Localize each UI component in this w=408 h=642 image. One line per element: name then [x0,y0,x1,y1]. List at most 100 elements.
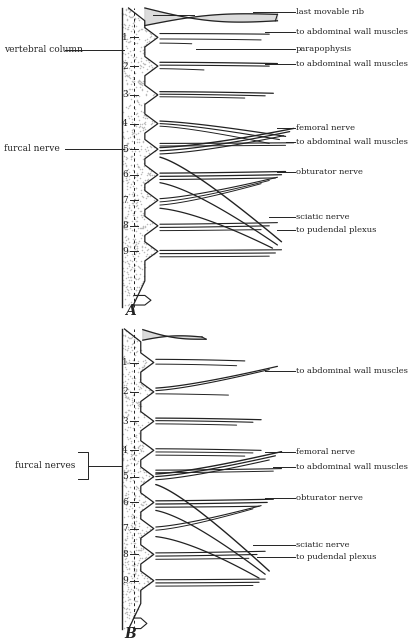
Point [124,209,131,219]
Point [144,449,151,460]
Point [150,90,157,100]
Point [129,208,136,218]
Point [134,175,140,185]
Point [131,494,137,504]
Point [122,173,129,184]
Point [124,374,131,384]
Point [121,603,127,613]
Point [137,63,144,73]
Point [139,582,146,592]
Point [139,525,145,535]
Point [124,56,131,67]
Point [126,6,133,16]
Point [138,532,145,542]
Point [140,112,146,122]
Point [130,442,136,452]
Point [129,518,135,528]
Point [134,273,141,284]
Point [138,206,144,216]
Point [125,525,132,535]
Point [121,189,128,200]
Text: femoral nerve: femoral nerve [296,448,355,456]
Point [126,577,132,587]
Point [124,607,131,618]
Point [133,216,140,226]
Point [120,56,126,66]
Point [132,455,139,465]
Point [139,362,145,372]
Point [151,146,158,156]
Point [131,375,137,385]
Point [120,89,127,100]
Point [143,357,150,367]
Point [126,604,132,614]
Point [123,266,130,277]
Point [138,53,144,63]
Point [151,89,157,100]
Text: to abdominal wall muscles: to abdominal wall muscles [296,138,408,146]
Point [136,507,143,517]
Point [119,600,126,610]
Text: 9: 9 [122,576,128,585]
Point [124,78,131,89]
Point [131,213,138,223]
Point [130,71,136,82]
Point [144,575,151,586]
Point [130,475,136,485]
Point [137,405,144,415]
Point [136,34,142,44]
Point [140,476,146,487]
Point [122,211,129,221]
Point [129,128,136,138]
Point [123,475,129,485]
Point [120,428,126,438]
Point [128,512,135,523]
Point [130,164,137,175]
Point [121,143,128,153]
Point [143,382,150,392]
Point [125,257,131,268]
Point [128,473,134,483]
Point [126,394,132,404]
Point [129,12,135,22]
Point [148,550,154,560]
Point [122,542,128,553]
Point [132,216,139,226]
Point [132,265,138,275]
Point [120,597,126,607]
Point [122,171,129,181]
Point [121,623,128,633]
Point [130,45,137,55]
Point [126,265,133,275]
Point [124,79,131,89]
Point [123,553,129,563]
Point [131,548,138,559]
Point [136,122,142,132]
Point [123,152,130,162]
Point [140,48,146,58]
Point [136,78,142,89]
Point [129,117,135,127]
Point [134,76,141,86]
Point [138,164,145,174]
Point [144,475,151,485]
Point [126,354,133,365]
Polygon shape [145,8,277,26]
Point [131,538,137,548]
Point [133,96,140,106]
Point [126,255,133,265]
Point [137,195,144,205]
Point [131,153,137,164]
Point [141,363,147,374]
Point [125,272,131,282]
Point [151,142,157,152]
Point [133,91,139,101]
Point [122,539,129,549]
Point [127,333,134,343]
Point [123,146,129,156]
Point [128,446,135,456]
Text: 2: 2 [122,62,128,71]
Point [139,223,145,233]
Point [124,343,131,354]
Point [119,222,126,232]
